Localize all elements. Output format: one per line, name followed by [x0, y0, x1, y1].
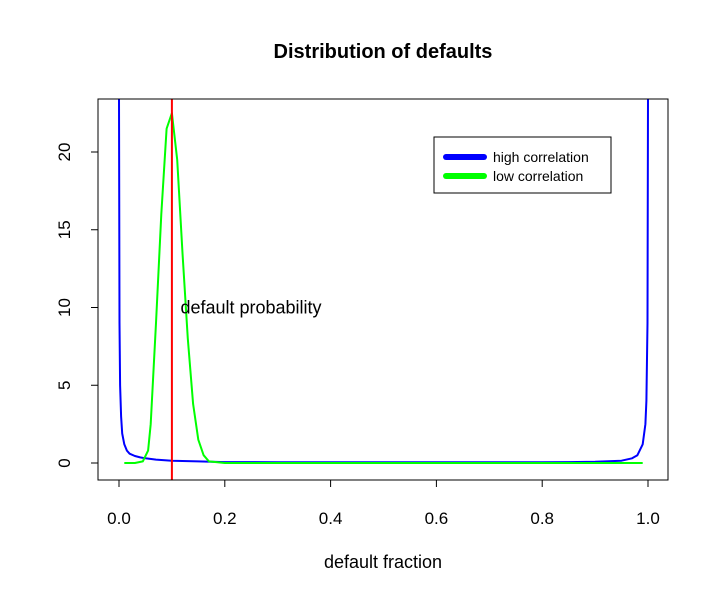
- chart-title: Distribution of defaults: [274, 41, 493, 63]
- default-probability-annotation: default probability: [180, 298, 321, 318]
- y-tick-label: 15: [55, 220, 74, 239]
- legend-box: [433, 136, 612, 194]
- x-tick-label: 0.0: [107, 509, 131, 528]
- x-tick-label: 0.2: [213, 509, 237, 528]
- x-axis: 0.0 0.2 0.4 0.6 0.8 1.0: [107, 479, 660, 528]
- y-tick-label: 0: [55, 458, 74, 467]
- legend: high correlation low correlation: [433, 136, 612, 194]
- y-tick-label: 20: [55, 143, 74, 162]
- plot-area: [118, 99, 649, 480]
- y-tick-label: 5: [55, 381, 74, 390]
- legend-label: high correlation: [493, 149, 589, 165]
- x-tick-label: 0.6: [425, 509, 449, 528]
- x-tick-label: 0.4: [319, 509, 343, 528]
- y-tick-label: 10: [55, 298, 74, 317]
- x-tick-label: 1.0: [636, 509, 660, 528]
- x-axis-label: default fraction: [324, 552, 442, 572]
- legend-label: low correlation: [493, 168, 583, 184]
- y-axis: 0 5 10 15 20: [55, 143, 99, 468]
- series-line-low-correlation: [124, 112, 643, 464]
- x-tick-label: 0.8: [530, 509, 554, 528]
